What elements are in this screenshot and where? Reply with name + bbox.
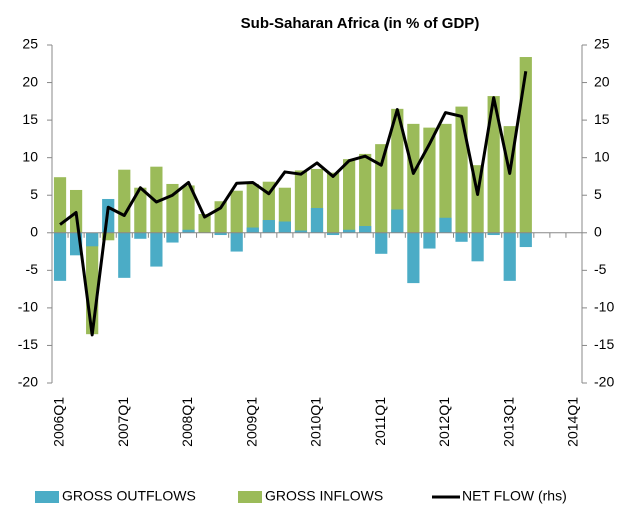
bar [391,108,404,233]
y-tick-label: 20 [22,73,38,89]
bar [294,230,308,233]
y2-tick-label: -15 [594,336,614,352]
bar [310,207,324,233]
x-tick-label: 2008Q1 [179,397,195,447]
legend-label: NET FLOW (rhs) [462,488,567,504]
bar [214,232,227,236]
y2-tick-label: 0 [594,223,602,239]
bar [407,123,420,233]
x-tick-label: 2009Q1 [243,397,259,447]
y-tick-label: 10 [22,148,38,164]
bar [246,183,259,233]
bar [326,172,340,233]
y2-tick-label: 15 [594,111,610,127]
legend-swatch [35,491,59,503]
bar [278,221,291,233]
y-tick-label: 25 [22,36,38,52]
bar [343,229,356,233]
bar [134,232,147,239]
net-flow-line [59,71,528,337]
bar [150,166,163,233]
x-tick-label: 2011Q1 [372,397,388,446]
bar [455,232,468,242]
bar [182,229,195,233]
y-tick-label: 15 [22,111,38,127]
legend-label: GROSS INFLOWS [265,488,383,504]
bar [102,232,115,241]
bar [86,232,99,247]
bar [134,187,147,233]
bar [391,209,404,233]
bar [487,232,500,236]
bar [166,232,179,243]
bar [230,232,243,252]
bar [182,185,195,233]
bar [407,232,420,284]
y-tick-label: -15 [18,336,38,352]
bar [375,232,388,254]
bar [343,159,356,233]
bar [519,232,532,248]
bar [230,190,243,233]
x-tick-label: 2014Q1 [565,397,581,447]
y-tick-label: 5 [30,186,38,202]
bar [359,153,372,233]
x-tick-label: 2013Q1 [500,397,516,447]
bar [262,181,275,233]
bar [519,57,532,233]
y-tick-label: -5 [26,261,39,277]
bar [439,123,452,233]
y2-tick-label: -20 [594,374,614,390]
y2-tick-label: 20 [594,73,610,89]
y2-tick-label: 5 [594,186,602,202]
x-tick-label: 2010Q1 [308,397,324,447]
x-tick-label: 2012Q1 [436,397,452,447]
y-tick-label: 0 [30,223,38,239]
legend-label: GROSS OUTFLOWS [62,488,196,504]
bar [53,232,67,281]
bar [246,227,259,233]
legend-swatch [238,491,262,503]
bar [503,232,516,281]
bar [487,96,500,233]
bar [326,232,340,236]
bar [423,127,436,233]
y2-tick-label: -5 [594,261,607,277]
bar [294,170,308,233]
bar [423,232,436,249]
bar [471,232,484,262]
bar [53,177,67,233]
bar [439,217,452,233]
y-tick-label: -10 [18,299,38,315]
bar [150,232,163,267]
y2-tick-label: -10 [594,299,614,315]
bar [375,144,388,233]
x-tick-label: 2007Q1 [115,397,131,447]
chart-title: Sub-Saharan Africa (in % of GDP) [241,15,480,32]
bar [118,232,131,278]
bar [359,226,372,233]
bar [86,232,99,335]
y2-tick-label: 10 [594,148,610,164]
y2-tick-label: 25 [594,36,610,52]
bar [262,220,275,233]
bar [198,214,211,233]
x-tick-label: 2006Q1 [51,397,67,447]
y-tick-label: -20 [18,374,38,390]
bar [118,169,131,233]
bar [455,106,468,233]
